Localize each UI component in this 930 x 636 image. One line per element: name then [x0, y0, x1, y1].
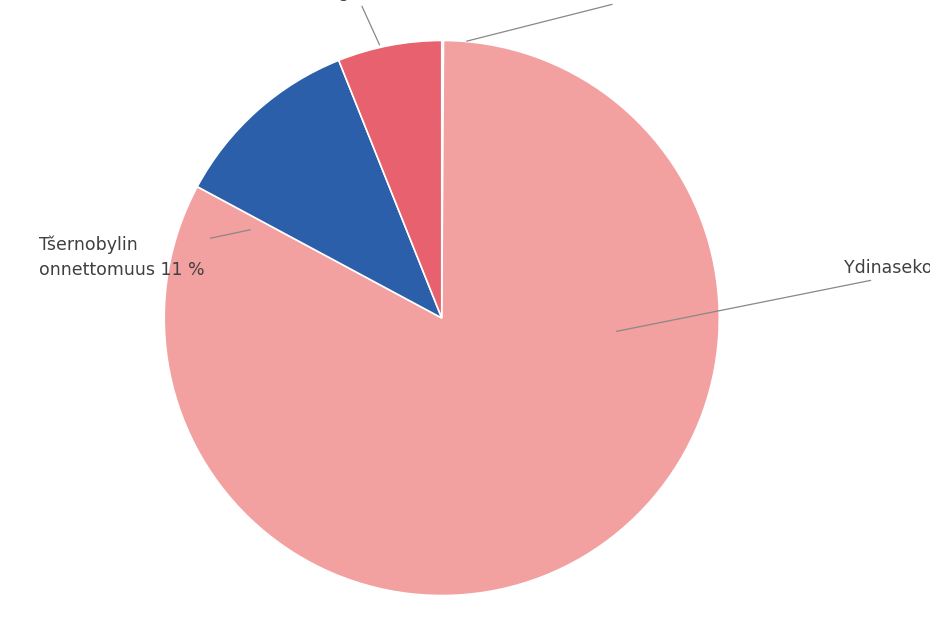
- Wedge shape: [442, 41, 444, 318]
- Wedge shape: [197, 60, 442, 318]
- Text: Päästöt ydinlaitoksilta
(vuoteen 2015 mennessä) < 0.1 %: Päästöt ydinlaitoksilta (vuoteen 2015 me…: [467, 0, 863, 41]
- Wedge shape: [339, 41, 442, 318]
- Text: Tšernobylin
onnettomuus 11 %: Tšernobylin onnettomuus 11 %: [39, 230, 250, 279]
- Text: Sellafield ja
La Hague 6 %: Sellafield ja La Hague 6 %: [289, 0, 410, 45]
- Text: Ydinasekokeet 82 %: Ydinasekokeet 82 %: [617, 259, 930, 331]
- Wedge shape: [165, 41, 719, 595]
